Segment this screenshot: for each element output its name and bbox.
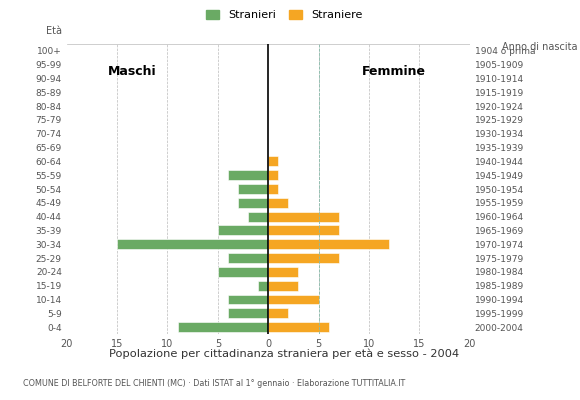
- Bar: [228, 170, 268, 180]
- Bar: [228, 253, 268, 263]
- Bar: [238, 198, 268, 208]
- Bar: [268, 239, 389, 249]
- Bar: [268, 184, 278, 194]
- Bar: [177, 322, 268, 332]
- Bar: [268, 226, 339, 235]
- Bar: [268, 294, 318, 304]
- Bar: [268, 253, 339, 263]
- Bar: [228, 308, 268, 318]
- Text: Età: Età: [46, 26, 61, 36]
- Bar: [268, 156, 278, 166]
- Bar: [258, 281, 268, 291]
- Bar: [228, 294, 268, 304]
- Bar: [218, 267, 268, 277]
- Bar: [268, 322, 329, 332]
- Text: Popolazione per cittadinanza straniera per età e sesso - 2004: Popolazione per cittadinanza straniera p…: [109, 349, 459, 359]
- Bar: [248, 212, 268, 222]
- Bar: [268, 198, 288, 208]
- Bar: [268, 267, 299, 277]
- Bar: [268, 281, 299, 291]
- Bar: [218, 226, 268, 235]
- Text: Maschi: Maschi: [108, 65, 157, 78]
- Legend: Stranieri, Straniere: Stranieri, Straniere: [201, 6, 367, 25]
- Bar: [268, 212, 339, 222]
- Bar: [238, 184, 268, 194]
- Bar: [268, 170, 278, 180]
- Bar: [117, 239, 268, 249]
- Bar: [268, 308, 288, 318]
- Text: Anno di nascita: Anno di nascita: [502, 42, 577, 52]
- Text: COMUNE DI BELFORTE DEL CHIENTI (MC) · Dati ISTAT al 1° gennaio · Elaborazione TU: COMUNE DI BELFORTE DEL CHIENTI (MC) · Da…: [23, 379, 405, 388]
- Text: Femmine: Femmine: [362, 65, 426, 78]
